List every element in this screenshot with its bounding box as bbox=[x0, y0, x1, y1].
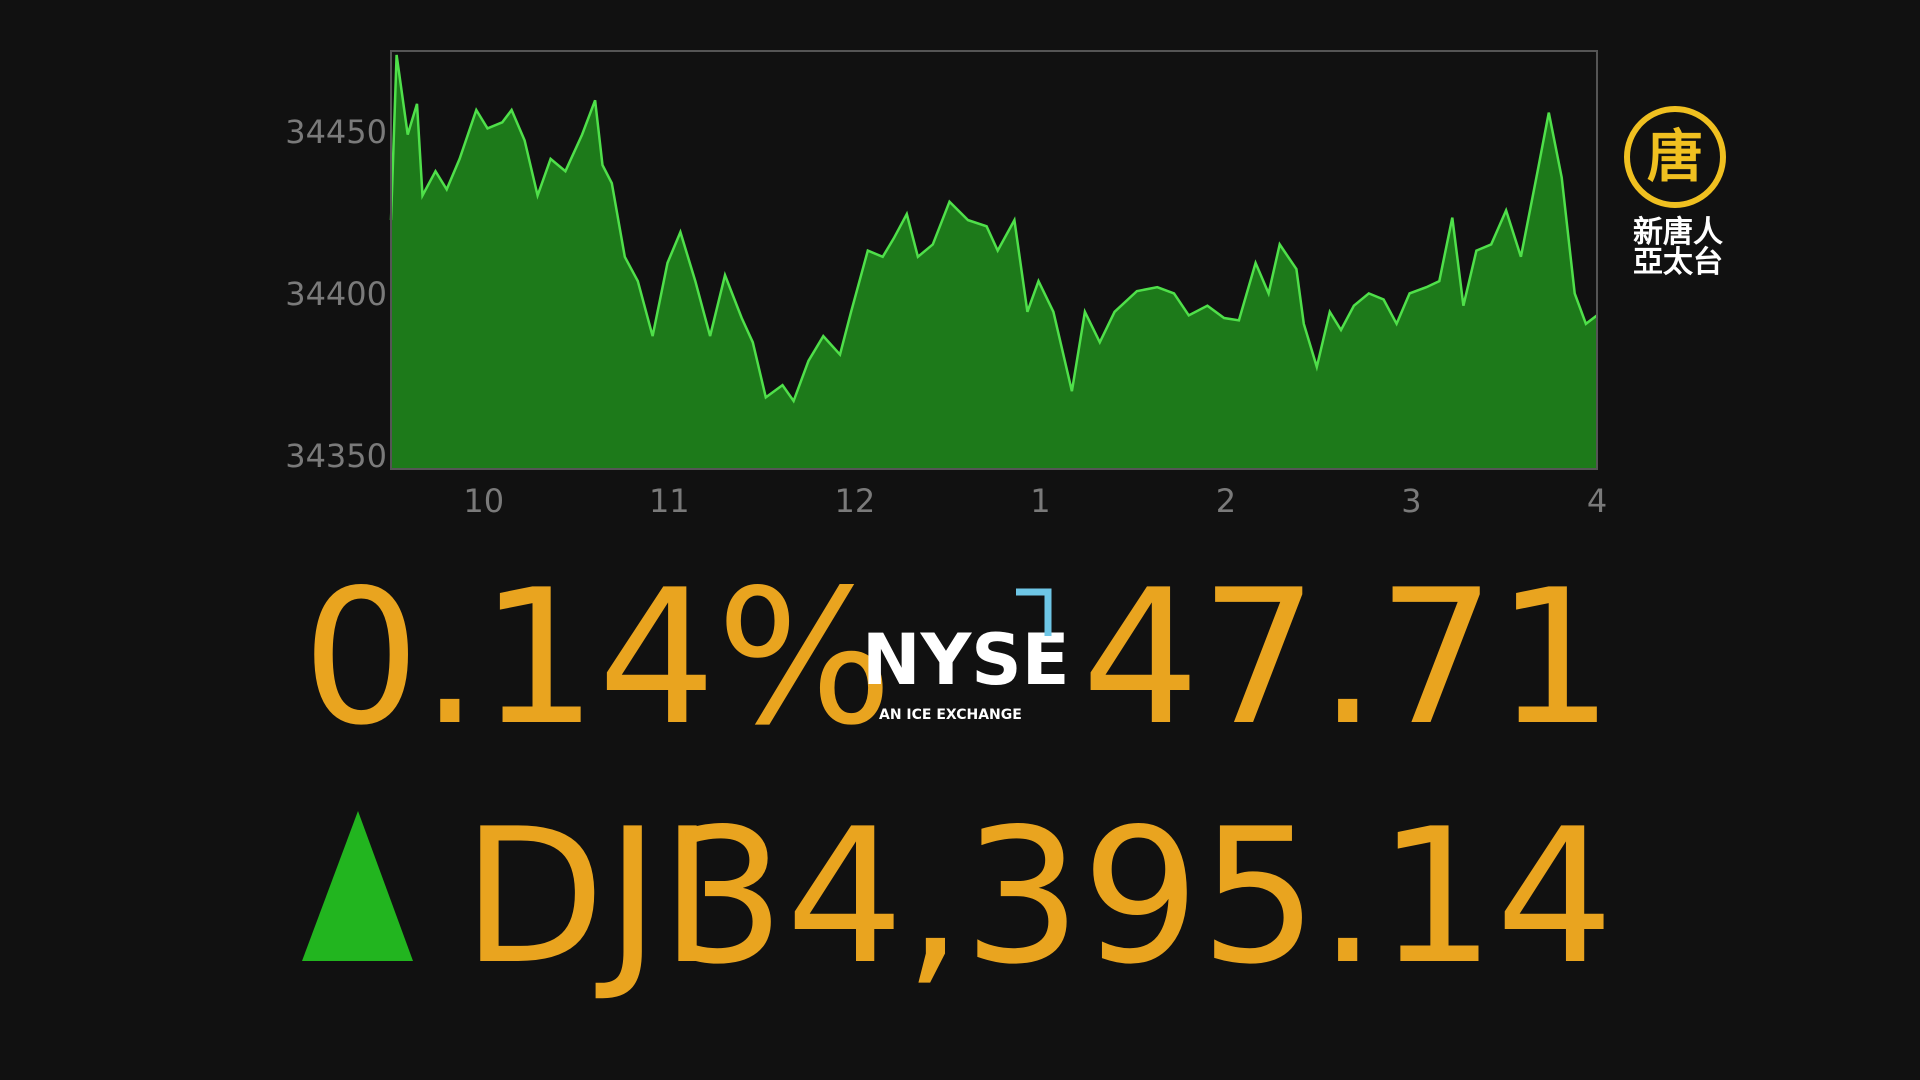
exchange-tagline: AN ICE EXCHANGE bbox=[879, 707, 1022, 723]
x-tick-label: 3 bbox=[1401, 482, 1421, 520]
station-line1: 新唐人 bbox=[1633, 215, 1723, 250]
symbol: DJI bbox=[462, 788, 715, 1005]
line bbox=[389, 54, 1598, 404]
plot-frame bbox=[390, 50, 1598, 470]
logo-bracket bbox=[1016, 588, 1052, 636]
y-tick-label: 34450 bbox=[285, 113, 387, 151]
change: 47.71 bbox=[1082, 549, 1614, 766]
area bbox=[391, 54, 1597, 470]
x-tick-label: 1 bbox=[1030, 482, 1050, 520]
y-tick-label: 34400 bbox=[285, 275, 387, 313]
x-tick-label: 12 bbox=[834, 482, 875, 520]
x-tick-label: 4 bbox=[1587, 482, 1607, 520]
station-circle bbox=[1624, 106, 1726, 208]
exchange-name: NYSE bbox=[862, 619, 1070, 701]
x-tick-label: 2 bbox=[1216, 482, 1236, 520]
up-arrow bbox=[302, 811, 413, 961]
change-pct: 0.14% bbox=[302, 549, 893, 766]
x-tick-label: 11 bbox=[649, 482, 690, 520]
station-line2: 亞太台 bbox=[1633, 245, 1723, 280]
x-tick-label: 10 bbox=[463, 482, 504, 520]
last-price: 34,395.14 bbox=[667, 788, 1614, 1005]
station-mark: 唐 bbox=[1647, 125, 1703, 190]
y-tick-label: 34350 bbox=[285, 437, 387, 475]
